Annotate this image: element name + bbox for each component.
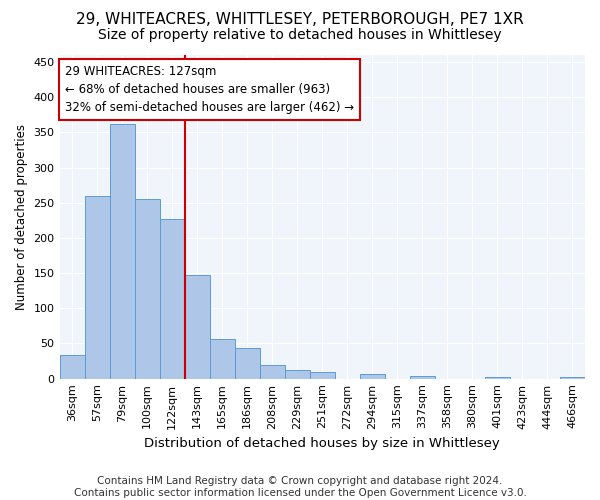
Bar <box>360 374 385 378</box>
Bar <box>85 196 110 378</box>
Bar <box>59 355 85 378</box>
Bar <box>235 348 260 378</box>
Text: Contains HM Land Registry data © Crown copyright and database right 2024.
Contai: Contains HM Land Registry data © Crown c… <box>74 476 526 498</box>
Bar <box>410 376 435 378</box>
Bar <box>310 372 335 378</box>
Bar <box>260 364 285 378</box>
Bar <box>209 338 235 378</box>
Text: 29, WHITEACRES, WHITTLESEY, PETERBOROUGH, PE7 1XR: 29, WHITEACRES, WHITTLESEY, PETERBOROUGH… <box>76 12 524 28</box>
Bar <box>485 376 510 378</box>
Bar <box>134 199 160 378</box>
Bar <box>285 370 310 378</box>
Bar <box>160 219 185 378</box>
Y-axis label: Number of detached properties: Number of detached properties <box>15 124 28 310</box>
Bar <box>560 376 585 378</box>
Text: 29 WHITEACRES: 127sqm
← 68% of detached houses are smaller (963)
32% of semi-det: 29 WHITEACRES: 127sqm ← 68% of detached … <box>65 64 354 114</box>
Bar <box>110 124 134 378</box>
Bar <box>185 274 209 378</box>
Text: Size of property relative to detached houses in Whittlesey: Size of property relative to detached ho… <box>98 28 502 42</box>
X-axis label: Distribution of detached houses by size in Whittlesey: Distribution of detached houses by size … <box>145 437 500 450</box>
